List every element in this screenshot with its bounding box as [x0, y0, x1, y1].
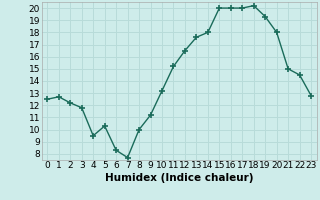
X-axis label: Humidex (Indice chaleur): Humidex (Indice chaleur) [105, 173, 253, 183]
